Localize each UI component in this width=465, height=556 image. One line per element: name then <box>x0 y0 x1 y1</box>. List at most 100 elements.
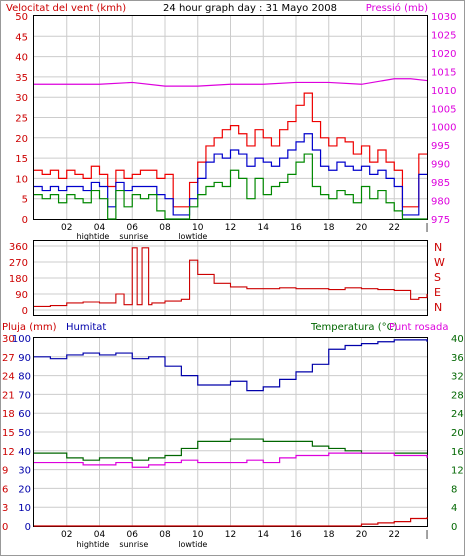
series-rain <box>34 517 428 527</box>
y-tick-label-humidity: 90 <box>18 353 31 364</box>
y-tick-label-temperature: 12 <box>451 466 464 477</box>
x-tick-label: 04 <box>94 223 106 233</box>
chart-title: 24 hour graph day : 31 Mayo 2008 <box>163 3 337 14</box>
y-tick-label-humidity: 40 <box>18 447 31 458</box>
y-tick-label-temperature: 0 <box>451 522 457 533</box>
y-tick-label-humidity: 0 <box>25 522 31 533</box>
y-tick-label-direction: 0 <box>22 306 28 317</box>
series-pressure <box>34 78 428 87</box>
x-tick-label: 16 <box>290 223 302 233</box>
y-tick-label-rain: 6 <box>2 484 8 495</box>
y-tick-label-rain: 18 <box>2 409 15 420</box>
x-annotation: sunrise <box>119 232 148 241</box>
y-tick-label-wind: 30 <box>15 93 28 104</box>
x-tick-label: | <box>425 530 428 540</box>
y-tick-label-wind: 25 <box>15 114 28 125</box>
x-tick-label: 20 <box>356 223 368 233</box>
y-tick-label-rain: 0 <box>2 522 8 533</box>
y-tick-label-pressure: 990 <box>431 160 450 171</box>
x-tick-label: 14 <box>258 223 270 233</box>
y-tick-label-pressure: 1000 <box>431 123 456 134</box>
x-tick-label: 04 <box>94 530 106 540</box>
y-tick-label-wind: 0 <box>22 215 28 226</box>
y-tick-label-humidity: 80 <box>18 372 31 383</box>
y-tick-label-wind: 35 <box>15 73 28 84</box>
x-tick-label: 10 <box>192 530 204 540</box>
x-tick-label: 12 <box>225 223 236 233</box>
rain-axis-label: Pluja (mm) <box>2 322 57 333</box>
compass-label: S <box>434 271 441 284</box>
y-tick-label-direction: 360 <box>9 242 28 253</box>
x-tick-label: 10 <box>192 223 204 233</box>
y-tick-label-pressure: 995 <box>431 141 450 152</box>
series-dewpoint <box>34 452 428 468</box>
temperature-axis-label: Temperatura (°C) <box>310 322 398 333</box>
y-tick-label-wind: 45 <box>15 32 28 43</box>
y-tick-label-pressure: 975 <box>431 215 450 226</box>
y-tick-label-pressure: 980 <box>431 197 450 208</box>
x-tick-label: 08 <box>159 530 171 540</box>
series-min <box>34 153 427 220</box>
compass-label: W <box>434 256 445 269</box>
x-tick-label: 22 <box>389 530 400 540</box>
y-tick-label-humidity: 50 <box>18 428 31 439</box>
y-tick-label-temperature: 36 <box>451 353 464 364</box>
y-tick-label-temperature: 4 <box>451 503 457 514</box>
y-tick-label-rain: 30 <box>2 334 15 345</box>
y-tick-label-humidity: 20 <box>18 484 31 495</box>
y-tick-label-humidity: 10 <box>18 503 31 514</box>
temp-humidity-panel: Pluja (mm) Humitat Temperatura (°C) Punt… <box>2 322 464 549</box>
x-annotation: hightide <box>77 232 110 241</box>
x-tick-label: 18 <box>323 530 335 540</box>
y-tick-label-humidity: 60 <box>18 409 31 420</box>
x-tick-label: 02 <box>61 530 72 540</box>
wind-axis-label: Velocitat del vent (kmh) <box>6 3 126 14</box>
y-tick-label-temperature: 20 <box>451 428 464 439</box>
y-tick-label-pressure: 1015 <box>431 67 456 78</box>
x-annotation: sunrise <box>119 540 148 549</box>
x-tick-label: 06 <box>127 530 139 540</box>
compass-label: E <box>434 286 441 299</box>
x-tick-label: | <box>425 223 428 233</box>
series-avg <box>34 133 427 216</box>
x-annotation: lowtide <box>178 232 207 241</box>
y-tick-label-pressure: 1030 <box>431 12 456 23</box>
y-tick-label-direction: 90 <box>15 290 28 301</box>
dewpoint-axis-label: Punt rosada <box>389 322 448 333</box>
compass-label: N <box>434 301 442 314</box>
x-tick-label: 22 <box>389 223 400 233</box>
y-tick-label-pressure: 1020 <box>431 49 456 60</box>
x-annotation: hightide <box>77 540 110 549</box>
y-tick-label-rain: 3 <box>2 503 8 514</box>
compass-label: N <box>434 241 442 254</box>
y-tick-label-pressure: 1025 <box>431 30 456 41</box>
x-tick-label: 08 <box>159 223 171 233</box>
x-tick-label: 20 <box>356 530 368 540</box>
x-annotation: lowtide <box>178 540 207 549</box>
x-tick-label: 02 <box>61 223 72 233</box>
y-tick-label-rain: 27 <box>2 353 15 364</box>
y-tick-label-wind: 15 <box>15 154 28 165</box>
x-tick-label: 12 <box>225 530 236 540</box>
y-tick-label-humidity: 70 <box>18 390 31 401</box>
series-direction <box>34 247 428 307</box>
y-tick-label-wind: 20 <box>15 134 28 145</box>
y-tick-label-rain: 9 <box>2 466 8 477</box>
x-tick-label: 06 <box>127 223 139 233</box>
y-tick-label-direction: 180 <box>9 274 28 285</box>
y-tick-label-direction: 270 <box>9 258 28 269</box>
y-tick-label-rain: 24 <box>2 372 15 383</box>
y-tick-label-temperature: 16 <box>451 447 464 458</box>
y-tick-label-pressure: 1010 <box>431 86 456 97</box>
y-tick-label-temperature: 40 <box>451 334 464 345</box>
y-tick-label-pressure: 985 <box>431 178 450 189</box>
humidity-axis-label: Humitat <box>66 322 106 333</box>
pressure-axis-label: Pressió (mb) <box>366 2 428 14</box>
y-tick-label-humidity: 30 <box>18 466 31 477</box>
y-tick-label-wind: 40 <box>15 53 28 64</box>
y-tick-label-rain: 15 <box>2 428 15 439</box>
y-tick-label-wind: 10 <box>15 174 28 185</box>
x-tick-label: 14 <box>258 530 270 540</box>
y-tick-label-rain: 12 <box>2 447 15 458</box>
